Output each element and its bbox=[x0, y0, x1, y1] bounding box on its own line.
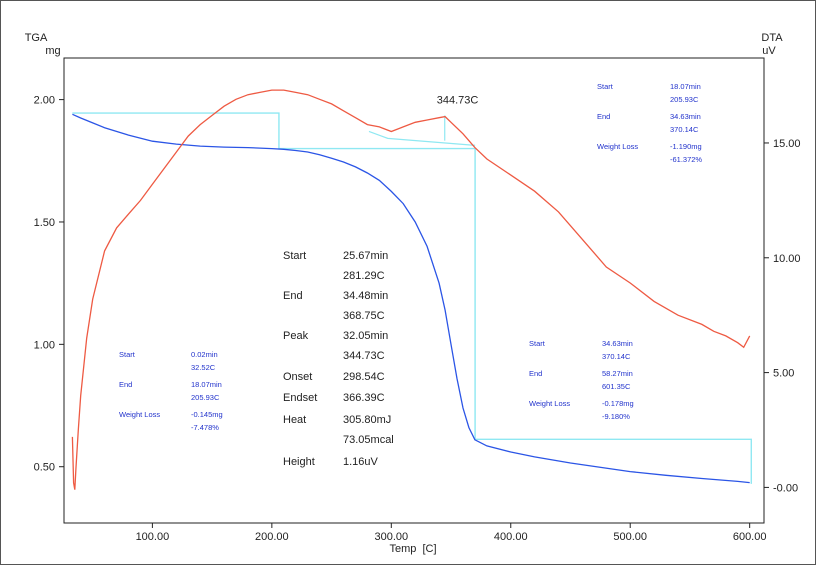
left-summary-value: -0.145mg bbox=[191, 410, 223, 419]
x-tick-label: 500.00 bbox=[613, 531, 647, 543]
bottom-right-summary-label: Start bbox=[529, 339, 546, 348]
bottom-right-summary-value: 58.27min bbox=[602, 369, 633, 378]
dta-summary-label: Onset bbox=[283, 371, 312, 383]
dta-summary-value: 1.16uV bbox=[343, 456, 379, 468]
bottom-right-summary-value: 370.14C bbox=[602, 352, 631, 361]
dta-summary-value: 281.29C bbox=[343, 270, 385, 282]
left-summary-value: 32.52C bbox=[191, 363, 216, 372]
dta-summary-value: 368.75C bbox=[343, 310, 385, 322]
dta-summary-value: 344.73C bbox=[343, 350, 385, 362]
bottom-right-summary-value: 601.35C bbox=[602, 382, 631, 391]
y-right-tick-label: 5.00 bbox=[773, 368, 794, 380]
dta-summary-value: 366.39C bbox=[343, 392, 385, 404]
dta-summary-label: Height bbox=[283, 456, 315, 468]
x-tick-label: 600.00 bbox=[733, 531, 767, 543]
tga-curve bbox=[72, 113, 750, 484]
bottom-right-summary-value: 34.63min bbox=[602, 339, 633, 348]
left-summary-label: End bbox=[119, 380, 132, 389]
y-left-axis-title: TGA bbox=[25, 32, 48, 44]
top-right-summary-value: 18.07min bbox=[670, 82, 701, 91]
left-summary-value: 205.93C bbox=[191, 393, 220, 402]
top-right-summary-value: 205.93C bbox=[670, 95, 699, 104]
bottom-right-summary-label: Weight Loss bbox=[529, 399, 570, 408]
top-right-summary-value: 34.63min bbox=[670, 112, 701, 121]
bottom-right-summary-label: End bbox=[529, 369, 542, 378]
top-right-summary-value: 370.14C bbox=[670, 125, 699, 134]
x-tick-label: 300.00 bbox=[374, 531, 408, 543]
dta-summary-label: Heat bbox=[283, 414, 306, 426]
dta-summary-value: 305.80mJ bbox=[343, 414, 391, 426]
left-summary-value: 18.07min bbox=[191, 380, 222, 389]
dta-summary-value: 298.54C bbox=[343, 371, 385, 383]
top-right-summary-value: -61.372% bbox=[670, 155, 702, 164]
dta-summary-value: 34.48min bbox=[343, 290, 388, 302]
y-left-tick-label: 1.50 bbox=[34, 217, 55, 229]
left-summary-label: Weight Loss bbox=[119, 410, 160, 419]
y-right-tick-label: 15.00 bbox=[773, 138, 801, 150]
annotations: 344.73C Start 0.02min 32.52C End 18.07min 205.… bbox=[119, 82, 702, 468]
x-tick-label: 200.00 bbox=[255, 531, 289, 543]
dta-summary-label: Peak bbox=[283, 330, 309, 342]
y-left-axis-unit: mg bbox=[45, 45, 60, 57]
left-summary-label: Start bbox=[119, 350, 136, 359]
plot-area bbox=[63, 57, 765, 524]
y-left-tick-label: 1.00 bbox=[34, 339, 55, 351]
x-axis-title: Temp [C] bbox=[389, 543, 436, 555]
peak-label: 344.73C bbox=[437, 94, 479, 106]
bottom-right-summary-value: -9.180% bbox=[602, 412, 630, 421]
y-right-tick-label: 10.00 bbox=[773, 253, 801, 265]
dta-summary-value: 73.05mcal bbox=[343, 434, 394, 446]
dta-summary-value: 25.67min bbox=[343, 250, 388, 262]
dta-summary-label: Endset bbox=[283, 392, 317, 404]
top-right-summary-label: Weight Loss bbox=[597, 142, 638, 151]
y-left-tick-label: 0.50 bbox=[34, 462, 55, 474]
y-right-axis-unit: uV bbox=[762, 45, 776, 57]
left-summary-value: -7.478% bbox=[191, 423, 219, 432]
axis-ticks: 100.00 200.00 300.00 400.00 500.00 600.00 0.50… bbox=[34, 95, 801, 543]
dta-summary-label: Start bbox=[283, 250, 306, 262]
top-right-summary-label: End bbox=[597, 112, 610, 121]
top-right-summary-label: Start bbox=[597, 82, 614, 91]
bottom-right-summary-value: -0.178mg bbox=[602, 399, 634, 408]
dta-baseline bbox=[368, 130, 476, 146]
dta-summary-label: End bbox=[283, 290, 303, 302]
dta-curve bbox=[71, 89, 751, 490]
x-tick-label: 400.00 bbox=[494, 531, 528, 543]
x-tick-label: 100.00 bbox=[136, 531, 170, 543]
y-left-tick-label: 2.00 bbox=[34, 95, 55, 107]
y-right-tick-label: -0.00 bbox=[773, 482, 798, 494]
dta-summary-value: 32.05min bbox=[343, 330, 388, 342]
left-summary-value: 0.02min bbox=[191, 350, 218, 359]
series-layer bbox=[71, 89, 751, 490]
top-right-summary-value: -1.190mg bbox=[670, 142, 702, 151]
y-right-axis-title: DTA bbox=[761, 32, 783, 44]
